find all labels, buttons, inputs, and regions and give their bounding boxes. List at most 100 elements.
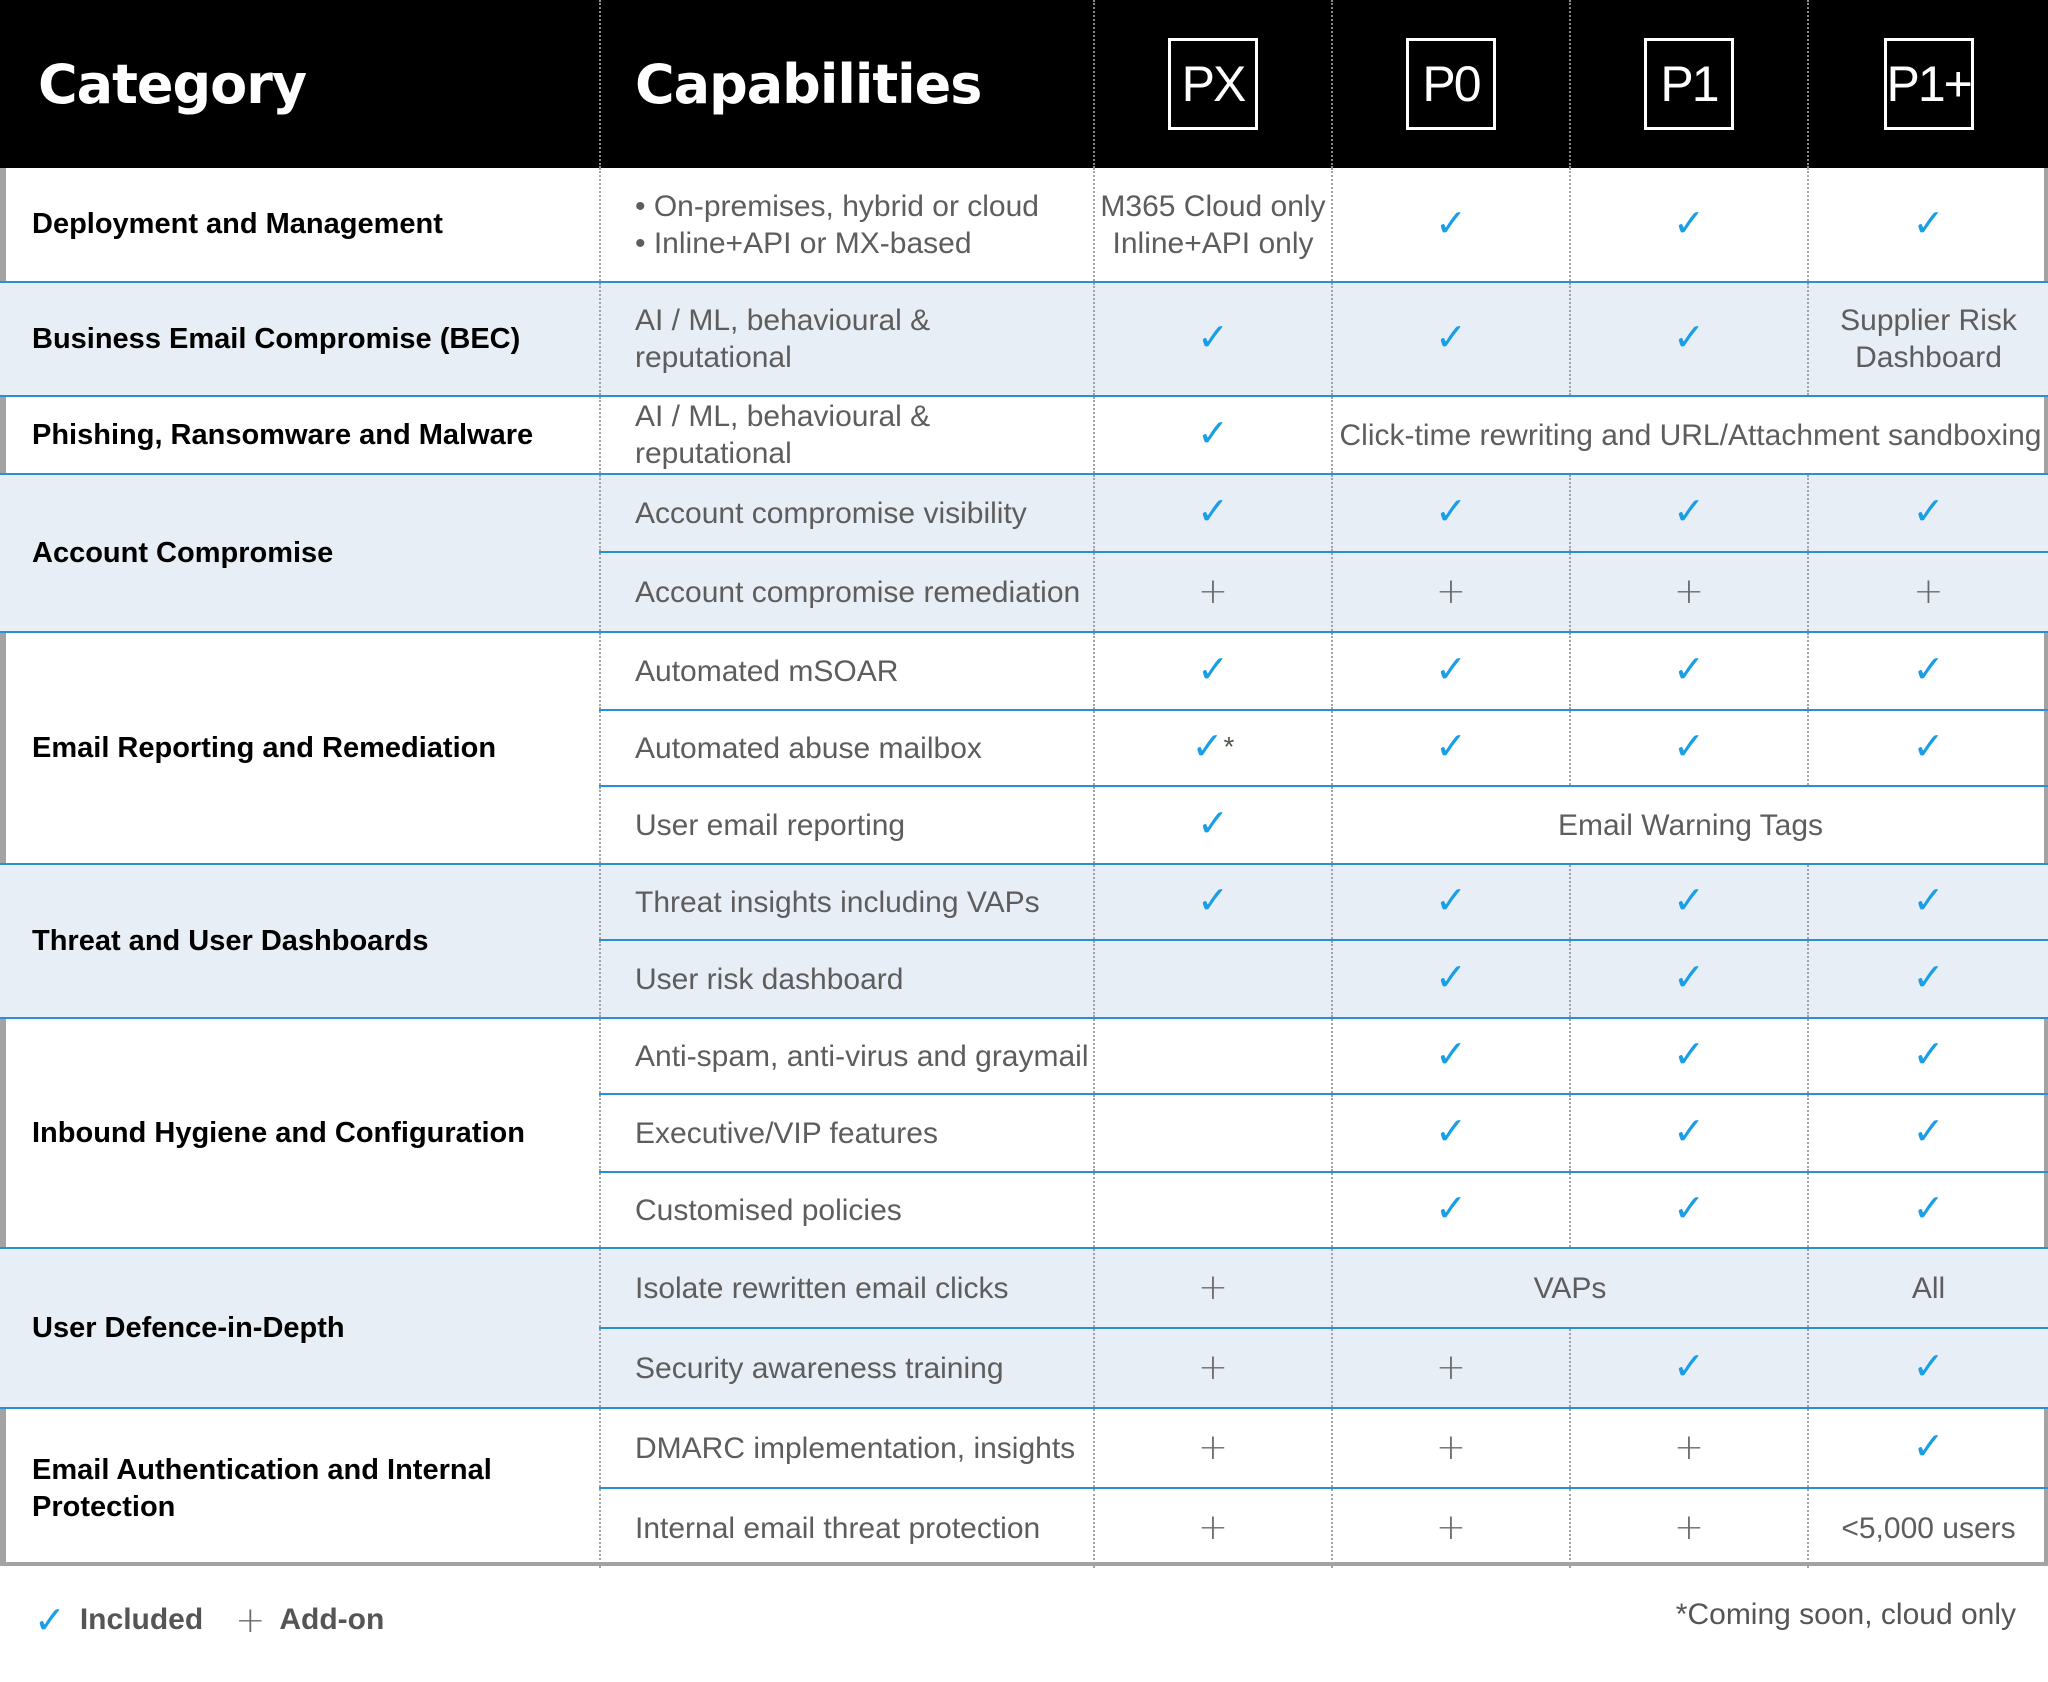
px-cell: + — [1093, 1248, 1332, 1329]
table-row: User Defence-in-Depth Isolate rewritten … — [0, 1248, 2048, 1409]
plus-icon: + — [1197, 570, 1229, 612]
capability-cell: DMARC implementation, insights — [599, 1408, 1094, 1489]
capability-cell: Automated mSOAR — [599, 632, 1094, 711]
px-cell: ✓* — [1093, 710, 1332, 787]
p1plus-cell: ✓ — [1807, 864, 2048, 941]
category-cell: Email Authentication and Internal Protec… — [32, 1453, 492, 1523]
legend-included-label: Included — [79, 1603, 204, 1636]
capability-cell: Account compromise remediation — [599, 552, 1094, 633]
p1-cell: ✓ — [1569, 940, 1808, 1019]
p0-cell: + — [1331, 1328, 1570, 1409]
plus-icon: + — [1673, 570, 1705, 612]
check-icon: ✓ — [1197, 878, 1229, 922]
plan-badge-p0: P0 — [1406, 38, 1496, 130]
table-row: Phishing, Ransomware and Malware AI / ML… — [0, 396, 2048, 475]
p1-cell: ✓ — [1569, 1328, 1808, 1409]
p1-cell: ✓ — [1569, 282, 1808, 397]
plus-icon: + — [1435, 1507, 1467, 1548]
capability-cell: Isolate rewritten email clicks — [599, 1248, 1094, 1329]
px-cell: ✓ — [1093, 474, 1332, 553]
capability-cell: Executive/VIP features — [599, 1094, 1094, 1173]
table-row: Customised policies ✓ ✓ ✓ — [0, 1172, 2048, 1249]
check-icon: ✓ — [1435, 647, 1467, 691]
p0-cell: + — [1331, 552, 1570, 633]
check-icon: ✓ — [1435, 200, 1467, 245]
check-icon: ✓ — [1435, 315, 1467, 359]
p1plus-cell: ✓ — [1807, 632, 2048, 711]
plan-badge-p1: P1 — [1644, 38, 1734, 130]
table-row: Threat and User Dashboards Threat insigh… — [0, 864, 2048, 1019]
check-icon: ✓ — [1912, 1032, 1945, 1076]
check-icon: ✓ — [34, 1598, 66, 1642]
check-icon: ✓ — [1435, 489, 1467, 533]
capability-cell: AI / ML, behavioural & reputational — [599, 282, 1094, 397]
check-icon: ✓ — [1673, 647, 1705, 691]
px-note-line: Inline+API only — [1112, 226, 1314, 260]
px-cell: ✓ — [1093, 864, 1332, 941]
header-plan-px: PX — [1093, 0, 1332, 168]
p1-cell: ✓ — [1569, 1018, 1808, 1095]
px-cell: + — [1093, 1328, 1332, 1409]
check-icon: ✓ — [1912, 878, 1945, 922]
p1plus-cell: + — [1807, 552, 2048, 633]
table-row: Email Reporting and Remediation Automate… — [0, 632, 2048, 865]
p1plus-cell: ✓ — [1807, 168, 2048, 283]
p0-cell: ✓ — [1331, 710, 1570, 787]
px-cell: ✓ — [1093, 786, 1332, 865]
check-icon: ✓ — [1435, 955, 1467, 999]
check-icon: ✓ — [1912, 1424, 1945, 1468]
capability-cell: User email reporting — [599, 786, 1094, 865]
check-icon: ✓ — [1912, 724, 1945, 768]
p1plus-cell: ✓ — [1807, 940, 2048, 1019]
category-cell: Threat and User Dashboards — [0, 864, 600, 1019]
header-plan-p1: P1 — [1569, 0, 1808, 168]
plus-icon: + — [1673, 1507, 1705, 1548]
check-icon: ✓ — [1197, 801, 1229, 845]
p1-cell: ✓ — [1569, 864, 1808, 941]
p0-cell: ✓ — [1331, 632, 1570, 711]
px-cell: + — [1093, 1488, 1332, 1568]
plus-icon: + — [235, 1599, 266, 1641]
p1plus-cell: <5,000 users — [1807, 1488, 2048, 1568]
p0-cell: ✓ — [1331, 1018, 1570, 1095]
header-plan-p1plus: P1+ — [1807, 0, 2048, 168]
check-icon: ✓ — [1673, 1344, 1705, 1388]
check-icon: ✓ — [1912, 1109, 1945, 1153]
category-cell: Business Email Compromise (BEC) — [0, 282, 600, 397]
capability-cell: Anti-spam, anti-virus and graymail — [599, 1018, 1094, 1095]
px-cell — [1093, 1018, 1332, 1095]
px-cell: ✓ — [1093, 282, 1332, 397]
p0-cell: ✓ — [1331, 1094, 1570, 1173]
p1plus-cell: ✓ — [1807, 474, 2048, 553]
px-cell — [1093, 1172, 1332, 1249]
check-icon: ✓ — [1912, 955, 1945, 999]
check-icon: ✓ — [1435, 1186, 1467, 1230]
p1plus-cell: ✓ — [1807, 1018, 2048, 1095]
table-row: Inbound Hygiene and Configuration Anti-s… — [0, 1018, 2048, 1249]
p1plus-cell: ✓ — [1807, 1408, 2048, 1489]
header-row: Category Capabilities PX P0 P1 P1+ — [0, 0, 2048, 168]
p0-cell: ✓ — [1331, 864, 1570, 941]
check-icon: ✓ — [1197, 315, 1229, 359]
p1plus-cell: ✓ — [1807, 710, 2048, 787]
capability-cell: Automated abuse mailbox — [599, 710, 1094, 787]
p1-cell: ✓ — [1569, 710, 1808, 787]
check-icon: ✓ — [1912, 489, 1945, 533]
p0-cell: ✓ — [1331, 1172, 1570, 1249]
check-icon: ✓ — [1435, 1109, 1467, 1153]
p0-cell: + — [1331, 1488, 1570, 1568]
p1plus-cell: ✓ — [1807, 1172, 2048, 1249]
px-cell: + — [1093, 1408, 1332, 1489]
check-icon: ✓ — [1673, 724, 1705, 768]
p1plus-cell: ✓ — [1807, 1328, 2048, 1409]
plus-icon: + — [1197, 1346, 1229, 1388]
p1-cell: + — [1569, 552, 1808, 633]
plan-badge-px: PX — [1168, 38, 1258, 130]
coming-soon-asterisk: * — [1223, 731, 1235, 762]
footnote: *Coming soon, cloud only — [1675, 1598, 2016, 1631]
check-icon: ✓ — [1912, 1344, 1945, 1388]
legend: ✓ Included + Add-on — [34, 1598, 416, 1642]
header-plan-p0: P0 — [1331, 0, 1570, 168]
plan-badge-p1plus: P1+ — [1883, 38, 1974, 130]
p1-cell: ✓ — [1569, 1094, 1808, 1173]
